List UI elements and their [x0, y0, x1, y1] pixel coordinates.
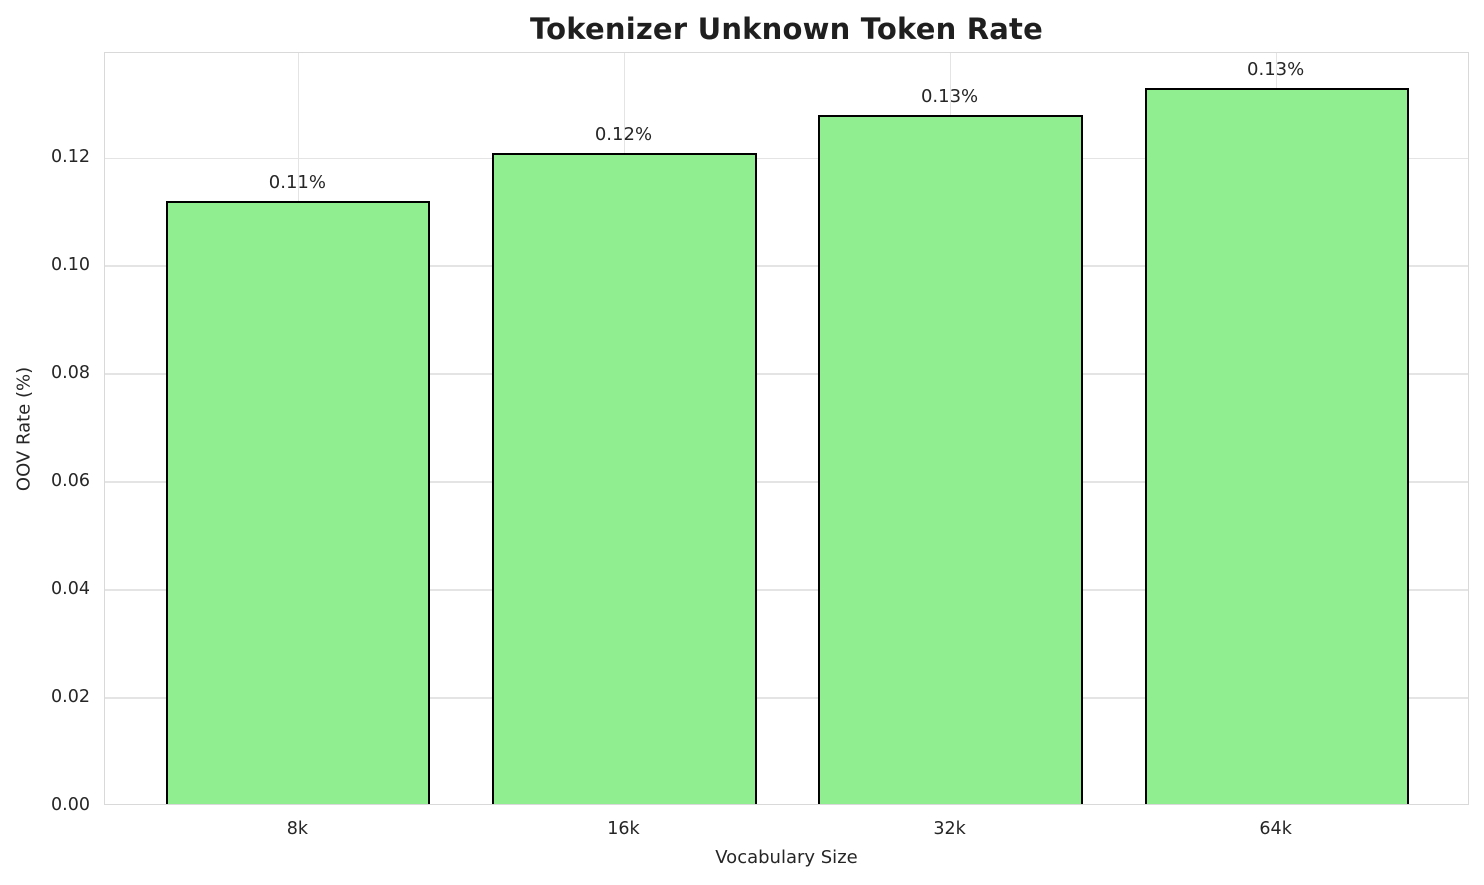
- y-tick-label: 0.06: [51, 471, 90, 492]
- x-tick-label: 64k: [1259, 819, 1292, 839]
- bar-8k: [166, 201, 431, 804]
- y-tick-label: 0.02: [51, 687, 90, 708]
- y-tick-label: 0.12: [51, 147, 90, 168]
- bar-value-label: 0.13%: [920, 86, 979, 108]
- bar-value-label: 0.12%: [594, 123, 653, 145]
- y-gridline: [105, 373, 1468, 375]
- plot-area: [104, 52, 1469, 805]
- y-tick-label: 0.00: [51, 795, 90, 815]
- x-axis-label: Vocabulary Size: [715, 847, 858, 868]
- x-tick-label: 32k: [933, 819, 966, 839]
- x-tick-label: 8k: [286, 819, 308, 839]
- bar-value-label: 0.11%: [268, 172, 326, 194]
- x-tick-label: 16k: [607, 819, 640, 839]
- bar-32k: [818, 115, 1083, 804]
- y-gridline: [105, 697, 1468, 699]
- y-tick-label: 0.08: [51, 363, 90, 384]
- y-gridline: [105, 589, 1468, 591]
- bar-value-label: 0.13%: [1247, 59, 1305, 81]
- y-gridline: [105, 157, 1468, 159]
- chart-title: Tokenizer Unknown Token Rate: [530, 12, 1043, 46]
- y-gridline: [105, 265, 1468, 267]
- y-tick-label: 0.04: [51, 579, 90, 600]
- bar-16k: [492, 152, 757, 804]
- y-tick-label: 0.10: [51, 255, 90, 276]
- bar-64k: [1144, 88, 1409, 804]
- y-gridline: [105, 481, 1468, 483]
